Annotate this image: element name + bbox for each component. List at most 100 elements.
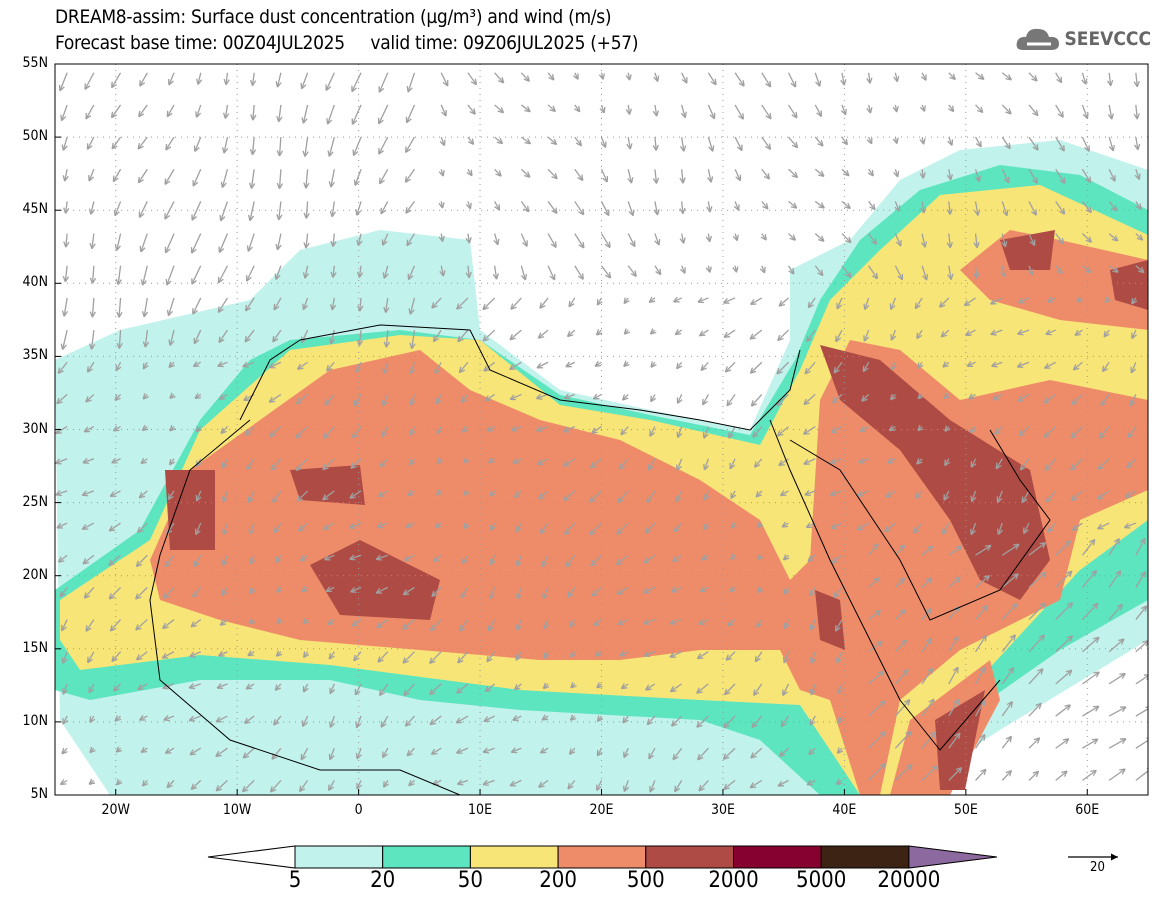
wind-arrow bbox=[467, 104, 476, 115]
wind-arrow bbox=[707, 104, 716, 120]
wind-arrow bbox=[1044, 361, 1057, 369]
wind-arrow bbox=[840, 104, 847, 116]
wind-arrow bbox=[221, 458, 229, 469]
wind-arrow bbox=[1055, 168, 1066, 184]
wind-arrow bbox=[82, 457, 95, 464]
wind-arrow bbox=[595, 329, 603, 336]
wind-arrow bbox=[919, 104, 926, 112]
wind-arrow bbox=[594, 360, 602, 367]
wind-arrow bbox=[975, 634, 987, 653]
wind-arrow bbox=[301, 585, 308, 593]
wind-arrow bbox=[483, 715, 495, 723]
wind-arrow bbox=[89, 233, 96, 250]
wind-arrow bbox=[1135, 537, 1146, 556]
wind-arrow bbox=[776, 361, 789, 375]
wind-arrow bbox=[1108, 768, 1126, 781]
wind-arrow bbox=[326, 104, 335, 125]
wind-arrow bbox=[457, 329, 469, 343]
wind-arrow bbox=[191, 201, 202, 221]
wind-arrow bbox=[467, 136, 475, 145]
wind-arrow bbox=[405, 104, 416, 124]
wind-arrow bbox=[215, 747, 228, 758]
wind-arrow bbox=[536, 425, 549, 432]
lat-label: 30N bbox=[22, 420, 48, 437]
wind-arrow bbox=[1055, 72, 1063, 84]
wind-arrow bbox=[646, 715, 656, 726]
wind-arrow bbox=[728, 586, 736, 593]
wind-arrow bbox=[990, 297, 1003, 305]
wind-arrow bbox=[814, 168, 825, 177]
wind-arrow bbox=[512, 715, 522, 721]
wind-arrow bbox=[938, 297, 950, 308]
wind-arrow bbox=[409, 426, 416, 436]
wind-arrow bbox=[1108, 638, 1125, 653]
wind-arrow bbox=[328, 169, 335, 188]
wind-arrow bbox=[1081, 636, 1100, 653]
wind-arrow bbox=[328, 651, 335, 660]
lon-label: 10E bbox=[468, 802, 493, 818]
wind-arrow bbox=[856, 522, 870, 531]
wind-arrow bbox=[868, 543, 879, 556]
wind-arrow bbox=[1108, 265, 1119, 273]
wind-arrow bbox=[889, 297, 896, 310]
wind-arrow bbox=[520, 104, 531, 113]
wind-arrow bbox=[672, 747, 683, 761]
wind-arrow bbox=[402, 651, 415, 664]
wind-arrow bbox=[892, 136, 899, 145]
wind-arrow bbox=[268, 361, 282, 369]
wind-arrow bbox=[702, 394, 709, 406]
wind-arrow bbox=[1135, 571, 1147, 588]
wind-arrow bbox=[1071, 522, 1083, 532]
wind-arrow bbox=[890, 329, 897, 341]
wind-arrow bbox=[377, 651, 389, 663]
wind-arrow bbox=[192, 586, 202, 598]
wind-arrow bbox=[383, 330, 390, 348]
wind-arrow bbox=[567, 779, 576, 790]
wind-arrow bbox=[783, 587, 790, 595]
colorbar-swatch bbox=[645, 845, 734, 869]
wind-arrow bbox=[1055, 233, 1065, 245]
wind-arrow bbox=[1055, 738, 1070, 749]
wind-arrow bbox=[378, 683, 389, 697]
wind-arrow bbox=[1106, 72, 1114, 87]
wind-arrow bbox=[520, 72, 530, 82]
wind-arrow bbox=[1072, 361, 1083, 371]
wind-arrow bbox=[1028, 72, 1038, 82]
wind-arrow bbox=[409, 329, 416, 350]
wind-arrow bbox=[217, 265, 229, 284]
wind-arrow bbox=[276, 586, 283, 593]
wind-arrow bbox=[600, 136, 607, 148]
wind-arrow bbox=[218, 650, 228, 657]
wind-arrow bbox=[1081, 72, 1088, 85]
wind-arrow bbox=[868, 730, 887, 749]
wind-arrow bbox=[140, 265, 148, 286]
lon-label: 10W bbox=[222, 802, 252, 818]
wind-arrow bbox=[647, 458, 656, 471]
wind-arrow bbox=[1021, 490, 1030, 504]
wind-arrow bbox=[623, 747, 629, 759]
wind-arrow bbox=[1127, 426, 1137, 439]
wind-arrow bbox=[273, 715, 282, 726]
wind-arrow bbox=[1043, 393, 1057, 404]
wind-arrow bbox=[1028, 201, 1037, 216]
wind-arrow bbox=[349, 490, 362, 499]
wind-arrow bbox=[455, 715, 469, 724]
wind-arrow bbox=[894, 233, 902, 247]
wind-arrow bbox=[679, 265, 686, 274]
colorbar-swatch bbox=[382, 845, 471, 869]
wind-arrow bbox=[730, 490, 737, 500]
wind-arrow bbox=[244, 329, 255, 343]
wind-arrow bbox=[814, 233, 825, 242]
wind-arrow bbox=[139, 72, 148, 87]
wind-arrow bbox=[196, 72, 203, 85]
wind-arrow bbox=[520, 233, 528, 247]
wind-arrow bbox=[382, 747, 389, 759]
wind-arrow bbox=[355, 361, 362, 373]
wind-arrow bbox=[627, 265, 637, 277]
wind-arrow bbox=[567, 587, 576, 599]
wind-arrow bbox=[1074, 329, 1083, 337]
wind-arrow bbox=[753, 458, 763, 468]
wind-arrow bbox=[1001, 634, 1016, 653]
wind-arrow bbox=[456, 779, 469, 786]
wind-arrow bbox=[642, 586, 656, 594]
